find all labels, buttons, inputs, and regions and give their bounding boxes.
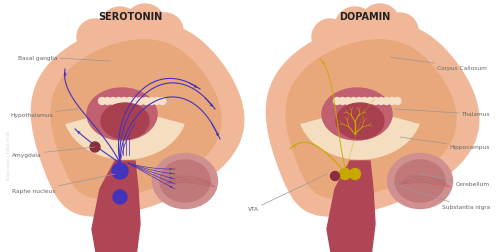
Circle shape <box>137 98 144 105</box>
Circle shape <box>77 20 113 56</box>
Text: Cerebellum: Cerebellum <box>420 174 490 187</box>
Circle shape <box>344 98 352 105</box>
Text: Basal ganglia: Basal ganglia <box>18 55 110 62</box>
Circle shape <box>112 163 128 179</box>
Text: Corpus Callosum: Corpus Callosum <box>390 58 487 70</box>
Circle shape <box>113 190 127 204</box>
Circle shape <box>394 98 401 105</box>
Circle shape <box>115 98 122 105</box>
Circle shape <box>159 98 166 105</box>
Circle shape <box>126 98 133 105</box>
Ellipse shape <box>388 154 452 209</box>
Polygon shape <box>66 118 184 159</box>
Text: Amygdala: Amygdala <box>12 147 95 157</box>
Circle shape <box>110 98 116 105</box>
Ellipse shape <box>101 104 149 139</box>
Ellipse shape <box>336 104 384 139</box>
Polygon shape <box>327 161 375 252</box>
Circle shape <box>125 5 165 45</box>
Ellipse shape <box>160 160 210 202</box>
Text: Thalamus: Thalamus <box>395 110 490 117</box>
Circle shape <box>350 169 360 180</box>
Circle shape <box>312 20 348 56</box>
Circle shape <box>382 14 418 50</box>
Text: Hippocampus: Hippocampus <box>400 137 490 150</box>
Circle shape <box>360 5 400 45</box>
Text: SEROTONIN: SEROTONIN <box>98 12 162 22</box>
Circle shape <box>154 98 160 105</box>
Circle shape <box>350 98 357 105</box>
Circle shape <box>356 98 362 105</box>
Polygon shape <box>51 41 221 198</box>
Polygon shape <box>92 161 140 252</box>
Circle shape <box>372 98 379 105</box>
Circle shape <box>100 8 140 48</box>
Circle shape <box>401 34 429 62</box>
Circle shape <box>132 98 138 105</box>
Circle shape <box>366 98 374 105</box>
Ellipse shape <box>152 154 218 209</box>
Polygon shape <box>301 118 419 159</box>
Circle shape <box>361 98 368 105</box>
Circle shape <box>339 98 346 105</box>
Circle shape <box>340 169 350 180</box>
Circle shape <box>378 98 384 105</box>
Text: Hypothalamus: Hypothalamus <box>10 110 78 117</box>
Circle shape <box>334 98 340 105</box>
Circle shape <box>104 98 111 105</box>
Circle shape <box>388 98 396 105</box>
Text: DOPAMIN: DOPAMIN <box>340 12 390 22</box>
Circle shape <box>166 34 194 62</box>
Circle shape <box>90 142 100 152</box>
Ellipse shape <box>395 160 445 202</box>
Text: VTA: VTA <box>248 174 327 212</box>
Circle shape <box>148 98 155 105</box>
Circle shape <box>98 98 105 105</box>
Circle shape <box>335 8 375 48</box>
Circle shape <box>163 53 187 77</box>
Polygon shape <box>32 23 244 216</box>
Text: Adobe Stock | #465129348: Adobe Stock | #465129348 <box>6 130 10 179</box>
Polygon shape <box>266 23 478 216</box>
Polygon shape <box>286 41 456 198</box>
Circle shape <box>147 14 183 50</box>
Text: Substantia nigra: Substantia nigra <box>393 184 490 210</box>
Circle shape <box>120 98 128 105</box>
Text: Raphe nucleus: Raphe nucleus <box>12 174 115 194</box>
Circle shape <box>383 98 390 105</box>
Circle shape <box>398 53 422 77</box>
Circle shape <box>142 98 150 105</box>
Circle shape <box>330 172 340 181</box>
Ellipse shape <box>322 89 392 140</box>
Ellipse shape <box>87 89 157 140</box>
